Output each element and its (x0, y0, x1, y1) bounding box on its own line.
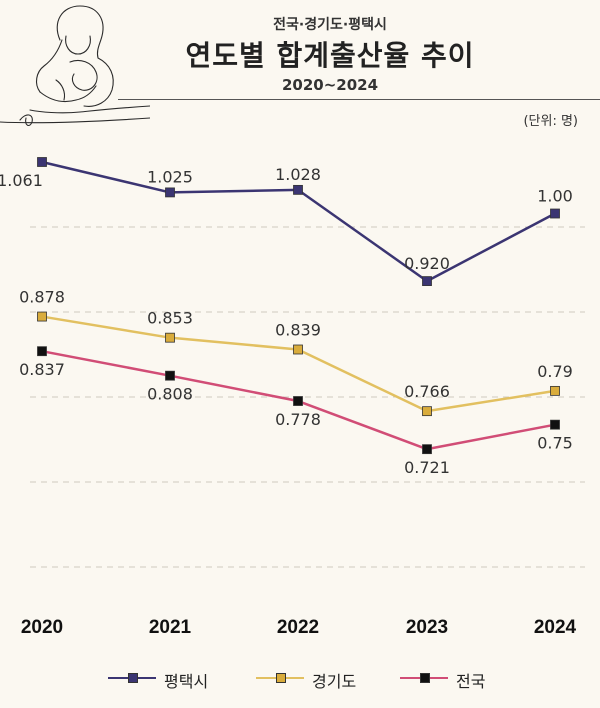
data-label: 0.721 (404, 458, 450, 477)
data-point (165, 187, 175, 198)
data-point (550, 385, 560, 396)
data-point (165, 332, 175, 343)
data-point (165, 370, 175, 381)
data-label: 0.837 (19, 360, 65, 379)
data-point (37, 311, 47, 322)
data-point (422, 276, 432, 286)
data-label: 0.75 (537, 434, 573, 453)
data-label: 0.839 (275, 321, 321, 340)
data-label: 1.028 (275, 165, 321, 184)
data-label: 0.920 (404, 254, 450, 273)
legend-marker (420, 673, 430, 683)
data-label: 0.778 (275, 410, 321, 429)
x-tick-label: 2024 (534, 617, 577, 638)
data-label: 1.025 (147, 167, 193, 186)
data-label: 1.061 (0, 171, 43, 190)
x-tick-label: 2023 (406, 617, 448, 638)
data-label: 0.853 (147, 309, 193, 328)
unit-label: (단위: 명) (523, 114, 578, 129)
data-label: 0.79 (537, 362, 573, 381)
x-tick-label: 2022 (277, 617, 319, 638)
mother-baby-illustration (0, 5, 150, 127)
legend-label: 전국 (456, 672, 486, 691)
data-point (293, 344, 303, 355)
data-point (293, 184, 303, 195)
legend-marker (276, 673, 286, 683)
legend: 평택시 경기도 전국 (0, 664, 600, 692)
data-point (37, 157, 47, 167)
data-label: 1.00 (537, 187, 573, 206)
chart-title: 연도별 합계출산율 추이 (185, 39, 475, 72)
line-chart: 2020 2021 2022 2023 2024 1.061 1.025 1.028 0.920… (0, 157, 585, 638)
x-tick-label: 2021 (149, 617, 192, 638)
data-point (293, 396, 303, 406)
year-range: 2020~2024 (281, 76, 379, 94)
data-label: 0.878 (19, 288, 65, 307)
x-tick-label: 2020 (21, 617, 63, 638)
data-point (550, 419, 560, 430)
chart-subtitle: 전국·경기도·평택시 (273, 17, 387, 33)
header-divider (118, 99, 600, 100)
data-point (37, 346, 47, 357)
legend-marker (128, 673, 138, 683)
data-point (422, 444, 432, 455)
legend-label: 경기도 (312, 672, 357, 691)
legend-label: 평택시 (164, 672, 209, 691)
data-label: 0.766 (404, 382, 450, 401)
data-point (422, 406, 432, 417)
data-point (550, 208, 560, 219)
data-label: 0.808 (147, 385, 193, 404)
